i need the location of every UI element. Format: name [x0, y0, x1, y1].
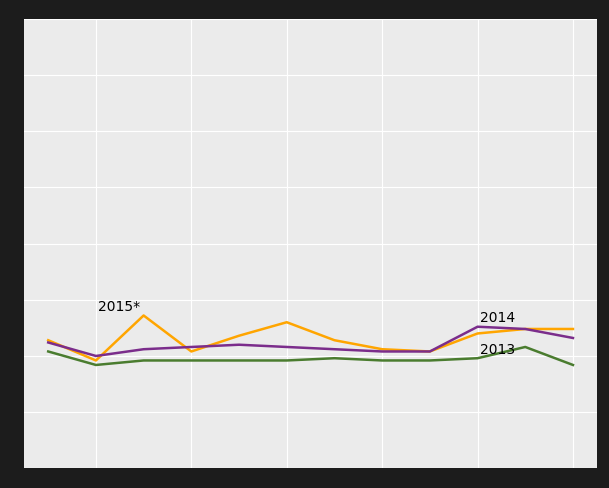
Text: 2015*: 2015* — [98, 300, 141, 314]
Text: 2014: 2014 — [480, 311, 515, 325]
Text: 2013: 2013 — [480, 342, 515, 356]
